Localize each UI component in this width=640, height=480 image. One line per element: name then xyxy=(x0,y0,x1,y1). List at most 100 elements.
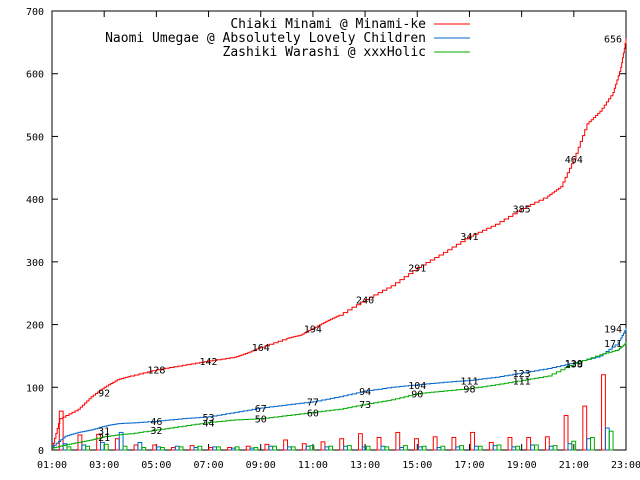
data-label: 142 xyxy=(200,357,218,368)
hourly-bar xyxy=(346,445,352,451)
hourly-bar xyxy=(384,446,390,451)
hourly-bar xyxy=(380,445,386,451)
hourly-bar xyxy=(193,446,199,451)
hourly-bar xyxy=(496,444,502,451)
hourly-bar xyxy=(66,446,72,451)
hourly-bar xyxy=(414,438,419,451)
hourly-bar xyxy=(85,445,90,451)
hourly-bar xyxy=(245,445,251,451)
hourly-bar xyxy=(81,444,87,451)
data-label: 50 xyxy=(255,415,267,426)
hourly-bar xyxy=(133,444,139,451)
y-tick-label: 0 xyxy=(38,446,44,457)
hourly-bar xyxy=(403,445,408,451)
hourly-bar xyxy=(477,445,483,451)
hourly-bar xyxy=(417,446,423,451)
hourly-bar xyxy=(544,436,550,451)
legend-label: Naomi Umegae @ Absolutely Lovely Childre… xyxy=(105,31,426,46)
hourly-bar xyxy=(264,443,270,451)
y-tick-label: 500 xyxy=(26,132,44,143)
data-label: 464 xyxy=(565,155,583,166)
hourly-bar xyxy=(582,405,588,451)
y-tick-label: 600 xyxy=(26,70,44,81)
data-label: 111 xyxy=(460,376,478,387)
hourly-bar xyxy=(563,415,569,451)
data-label: 138 xyxy=(565,359,583,370)
data-label: 194 xyxy=(304,324,322,335)
data-label: 94 xyxy=(359,387,371,398)
hourly-bar xyxy=(357,433,363,451)
hourly-bar xyxy=(268,445,274,451)
hourly-bar xyxy=(507,436,513,451)
data-label: 240 xyxy=(356,295,374,306)
series-line xyxy=(52,38,627,449)
series-line xyxy=(52,342,627,449)
hourly-bar xyxy=(230,447,236,451)
hourly-bar xyxy=(227,446,232,451)
hourly-bar xyxy=(234,446,240,451)
hourly-bar xyxy=(290,446,296,451)
hourly-bar xyxy=(253,446,259,451)
hourly-bar xyxy=(552,445,558,451)
hourly-bar xyxy=(320,441,326,451)
hourly-bar xyxy=(216,446,221,451)
hourly-bar xyxy=(328,445,334,451)
data-label: 31 xyxy=(98,427,110,438)
hourly-bar xyxy=(309,445,315,451)
data-label: 21 xyxy=(98,433,110,444)
data-label: 194 xyxy=(604,324,622,335)
plot-frame xyxy=(51,10,627,451)
hourly-bar xyxy=(365,445,371,451)
hourly-bar xyxy=(533,444,539,451)
y-tick-label: 300 xyxy=(26,258,44,269)
hourly-bar xyxy=(141,446,147,451)
hourly-bar xyxy=(189,445,195,451)
data-label: 90 xyxy=(411,390,423,401)
y-tick-label: 200 xyxy=(26,321,44,332)
data-label: 656 xyxy=(604,35,622,46)
hourly-bar xyxy=(440,445,446,451)
data-label: 128 xyxy=(147,366,165,377)
hourly-bar xyxy=(58,410,64,451)
data-label: 92 xyxy=(98,388,110,399)
hourly-bar xyxy=(272,445,277,451)
data-label: 164 xyxy=(252,343,270,354)
x-tick-label: 17:00 xyxy=(454,460,484,471)
data-label: 385 xyxy=(513,205,531,216)
hourly-bar xyxy=(399,446,405,451)
hourly-bar xyxy=(470,431,475,451)
hourly-bar xyxy=(283,439,289,451)
x-tick-label: 01:00 xyxy=(37,460,67,471)
x-tick-label: 23:00 xyxy=(611,460,640,471)
data-label: 67 xyxy=(255,404,267,415)
hourly-bar xyxy=(339,438,345,451)
axes: 0 100 200 300 400 500 600 700 01:00 03:00 05:00 07:… xyxy=(26,7,640,471)
hourly-bar xyxy=(601,374,606,451)
hourly-bar xyxy=(530,444,535,451)
x-tick-label: 21:00 xyxy=(559,460,589,471)
hourly-bar xyxy=(122,445,128,451)
data-label: 291 xyxy=(408,264,426,275)
data-label: 32 xyxy=(150,426,162,437)
hourly-bar xyxy=(395,431,401,451)
hourly-bar xyxy=(114,438,120,451)
hourly-bar xyxy=(604,427,610,451)
data-label: 77 xyxy=(307,398,319,409)
hourly-bar xyxy=(436,446,442,451)
y-tick-label: 400 xyxy=(26,195,44,206)
hourly-bar xyxy=(515,445,521,451)
x-tick-label: 19:00 xyxy=(507,460,537,471)
hourly-bar xyxy=(208,446,214,451)
x-tick-label: 05:00 xyxy=(141,460,171,471)
data-label: 104 xyxy=(408,381,426,392)
hourly-bar xyxy=(118,431,124,451)
hourly-bar xyxy=(473,445,479,451)
hourly-bar xyxy=(159,446,165,451)
hourly-bar xyxy=(249,447,255,451)
data-label: 111 xyxy=(513,376,531,387)
hourly-bar xyxy=(376,436,382,451)
hourly-bar xyxy=(343,445,348,451)
hourly-bar xyxy=(197,445,203,451)
hourly-bar xyxy=(178,446,184,451)
